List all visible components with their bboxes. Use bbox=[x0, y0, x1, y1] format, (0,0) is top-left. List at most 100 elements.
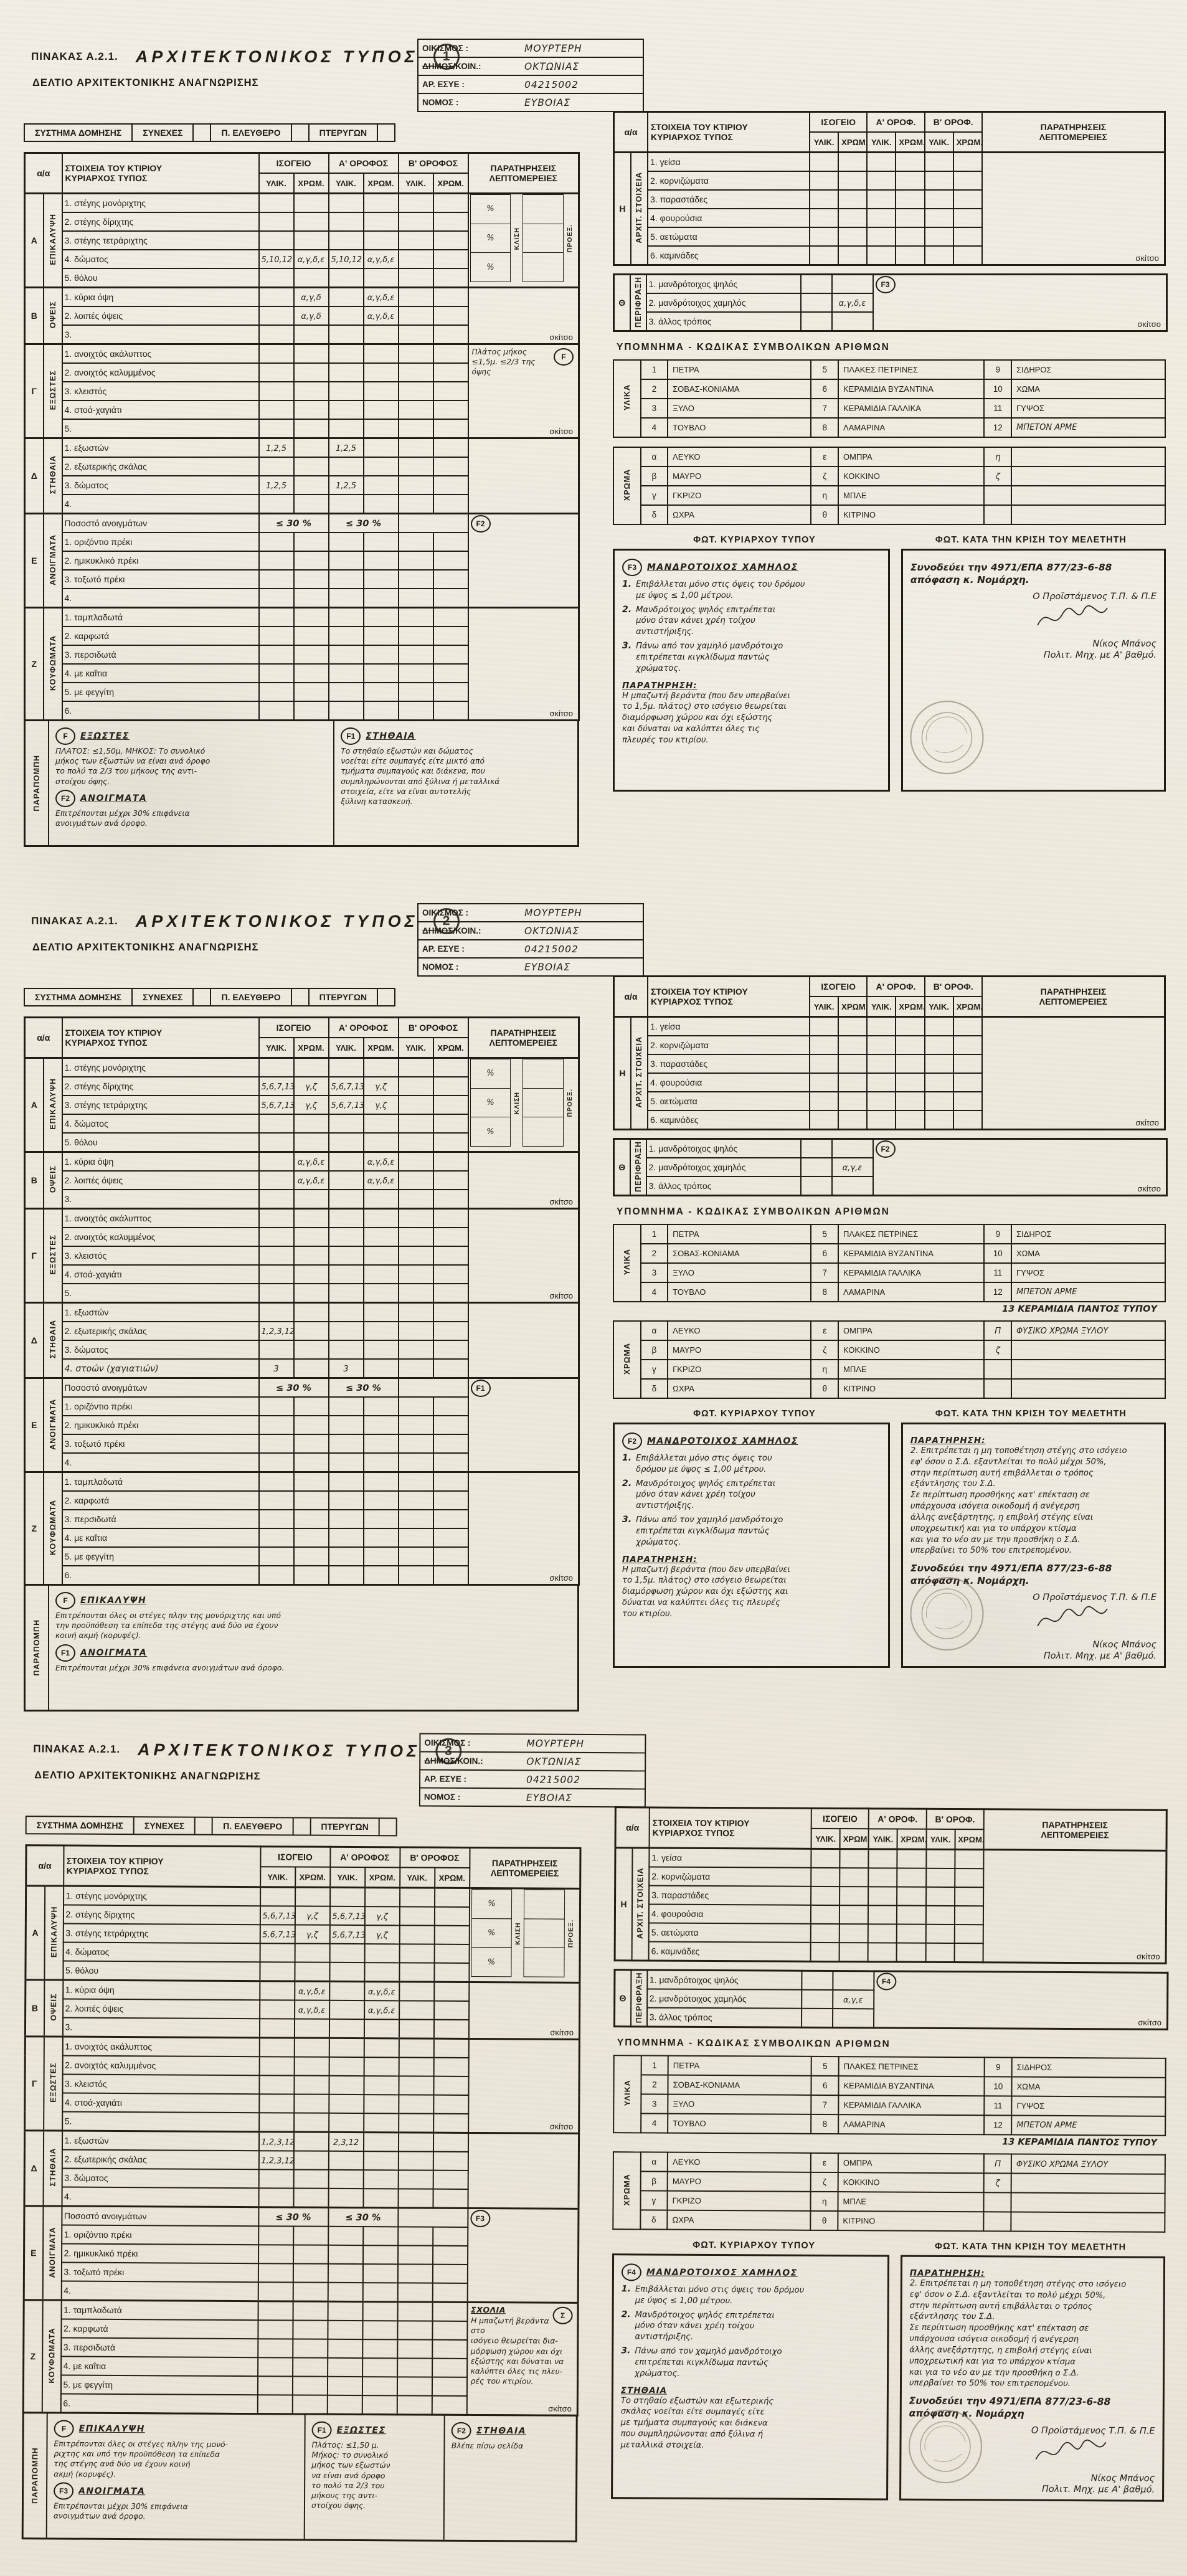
numbered-note: 2. Μανδρότοιχος ψηλός επιτρέπεται μόνο ότα… bbox=[622, 605, 881, 638]
percent-mark: % bbox=[486, 234, 494, 243]
value-cell bbox=[362, 2227, 398, 2246]
row-label: 1. μανδρότοιχος ψηλός bbox=[646, 1969, 802, 1990]
group-key: Θ bbox=[614, 1969, 631, 2027]
row-label: 5. θόλου bbox=[61, 1132, 260, 1153]
row-label-text: 4. με καΐτια bbox=[64, 668, 108, 678]
row-label: 4. bbox=[61, 2281, 258, 2301]
value-cell bbox=[432, 494, 469, 514]
observations-cell: σκίτσο bbox=[467, 1471, 580, 1586]
value-cell bbox=[952, 1016, 983, 1036]
value-cell bbox=[432, 1151, 469, 1172]
note-lines: Πάνω από τον χαμηλό μανδρότοιχο επιτρέπετ… bbox=[636, 1515, 783, 1548]
note-line: Μανδρότοιχος ψηλός επιτρέπεται bbox=[636, 1479, 776, 1489]
observations-cell: σκίτσο bbox=[467, 1151, 580, 1210]
value-cell bbox=[952, 208, 983, 228]
value-cell bbox=[432, 230, 469, 250]
cell-value: γ,ζ bbox=[305, 1082, 317, 1092]
floor-header: ΙΣΟΓΕΙΟ bbox=[811, 1808, 869, 1829]
info-label-struck: ΔΗΜΟΣ bbox=[422, 926, 453, 935]
color-extra-code: Π bbox=[983, 1320, 1013, 1341]
note-line: αντιστήριξης. bbox=[636, 627, 694, 637]
note-lines: Επιβάλλεται μόνο στις όψεις του δρόμου με… bbox=[636, 579, 805, 602]
value-cell bbox=[258, 1227, 295, 1247]
value-cell bbox=[258, 626, 295, 646]
info-label-struck: ΔΗΜΟΣ bbox=[424, 1756, 455, 1766]
photo-titles-row: ΦΩΤ. ΚΥΡΙΑΡΧΟΥ ΤΥΠΟΥ ΦΩΤ. ΚΑΤΑ ΤΗΝ ΚΡΙΣΗ … bbox=[613, 1409, 1166, 1419]
photo-left-box: F3 ΜΑΝΔΡΟΤΟΙΧΟΣ ΧΑΜΗΛΟΣ 1. Επιβάλλεται μόνο… bbox=[613, 549, 890, 792]
percent-value: ≤ 30 % bbox=[276, 518, 311, 529]
sketch-label: σκίτσο bbox=[549, 2121, 574, 2131]
note-line: επιτρέπεται κιγκλίδωμα παντώς bbox=[635, 2357, 768, 2368]
reference-cell: F1 ΣΤΗΘΑΙΑ Το στηθαίο εξωστών και δώματος ν… bbox=[334, 721, 577, 845]
table-row: Ε ΑΝΟΙΓΜΑΤΑ Ποσοστό ανοιγμάτων ≤ 30 % ≤ 30 %… bbox=[24, 1377, 580, 1473]
value-cell bbox=[362, 551, 399, 571]
value-cell bbox=[800, 311, 833, 332]
colors-legend-table: ΧΡΩΜΑ α ΛΕΥΚΟ ε ΟΜΠΡΑ Π ΦΥΣΙΚΟ ΧΡΩΜΑ ΞΥΛΟΥ β ΜΑΥ… bbox=[612, 2151, 1166, 2233]
signatory-title: Πολιτ. Μηχ. με Α' βαθμό. bbox=[1043, 1651, 1156, 1662]
value-cell bbox=[952, 227, 983, 247]
info-row: ΟΙΚΙΣΜΟΣ : ΜΟΥΡΤΕΡΗ bbox=[419, 40, 643, 58]
value-cell bbox=[362, 2321, 398, 2340]
material-subheader: ΥΛΙΚ. bbox=[926, 1829, 955, 1850]
value-cell bbox=[362, 1565, 399, 1586]
value-cell bbox=[362, 1246, 399, 1266]
value-cell bbox=[362, 1528, 399, 1548]
cell-value: 1,2,3,12 bbox=[261, 2137, 294, 2147]
value-cell bbox=[432, 645, 469, 665]
value-cell bbox=[800, 1157, 833, 1177]
color-subheader: ΧΡΩΜ. bbox=[434, 1867, 470, 1888]
color-extra-name bbox=[1011, 2212, 1165, 2232]
mandrotichos-title: ΜΑΝΔΡΟΤΟΙΧΟΣ ΧΑΜΗΛΟΣ bbox=[647, 562, 798, 572]
value-cell: α,γ,ε bbox=[831, 1157, 874, 1177]
value-cell bbox=[397, 475, 434, 495]
row-label: 4. δώματος bbox=[63, 1942, 260, 1963]
value-cell bbox=[397, 324, 434, 345]
cell-value: α,γ,δ bbox=[301, 293, 321, 303]
value-cell bbox=[362, 1434, 399, 1454]
value-cell bbox=[925, 1887, 955, 1906]
form-subtitle: ΔΕΛΤΙΟ ΑΡΧΙΤΕΚΤΟΝΙΚΗΣ ΑΝΑΓΝΩΡΙΣΗΣ bbox=[32, 942, 259, 953]
cell-value: γ,ζ bbox=[375, 1082, 387, 1092]
table-row: 3. άλλος τρόπος bbox=[614, 1176, 1167, 1196]
value-cell bbox=[293, 1434, 329, 1454]
value-cell bbox=[432, 1321, 469, 1341]
reference-note-line: Βλέπε πίσω σελίδα bbox=[451, 2441, 524, 2451]
value-cell bbox=[293, 1114, 329, 1134]
info-value: ΟΚΤΩΝΙΑΣ bbox=[524, 60, 580, 72]
value-cell bbox=[896, 1943, 926, 1963]
photo-left-extra-title: ΠΑΡΑΤΗΡΗΣΗ: bbox=[622, 1554, 698, 1565]
reference-badge: F bbox=[55, 1592, 75, 1609]
mandrotichos-title: ΜΑΝΔΡΟΤΟΙΧΟΣ ΧΑΜΗΛΟΣ bbox=[647, 1436, 798, 1446]
value-cell bbox=[328, 2169, 364, 2189]
value-cell bbox=[432, 249, 469, 269]
observations-cell: %%% ΚΛΙΣΗ ΠΡΟΕΞ. bbox=[467, 192, 580, 288]
value-cell bbox=[399, 1906, 435, 1926]
observation-line: υπάρχουσα ισόγεια οικοδομή ή ανέγερση bbox=[909, 2334, 1079, 2345]
row-label: 1. ταμπλαδωτά bbox=[61, 607, 260, 627]
material-code: 7 bbox=[810, 1262, 839, 1283]
color-subheader: ΧΡΩΜ. bbox=[838, 996, 868, 1018]
row-label: 1. εξωστών bbox=[61, 1302, 260, 1322]
value-cell bbox=[258, 532, 295, 552]
value-cell bbox=[293, 626, 329, 646]
row-label: 2. ανοιχτός καλυμμένος bbox=[61, 1227, 260, 1247]
references-row: ΠΑΡΑΠΟΜΠΗ F ΕΞΩΣΤΕΣ ΠΛΑΤΟΣ: ≤1,50μ, ΜΗΚΟΣ: … bbox=[24, 719, 579, 847]
table-row: 2. μανδρότοιχος χαμηλός α,γ,ε bbox=[614, 1157, 1167, 1177]
value-cell bbox=[293, 1057, 329, 1077]
table-row: 5. bbox=[25, 1283, 579, 1304]
value-cell bbox=[328, 1490, 364, 1510]
row-label: 3. άλλος τρόπος bbox=[645, 1176, 802, 1196]
group-label: ΟΨΕΙΣ bbox=[42, 286, 63, 345]
header-line2: ΚΥΡΙΑΡΧΟΣ ΤΥΠΟΣ bbox=[66, 1865, 149, 1877]
value-cell bbox=[952, 245, 983, 266]
sketch-label: σκίτσο bbox=[1136, 1951, 1160, 1961]
color-name: ΓΚΡΙΖΟ bbox=[667, 485, 812, 506]
value-cell bbox=[328, 212, 364, 232]
value-cell bbox=[866, 1073, 897, 1092]
table-subheader-row: ΥΛΙΚ. ΧΡΩΜ. ΥΛΙΚ. ΧΡΩΜ. ΥΛΙΚ. ΧΡΩΜ. bbox=[25, 1037, 579, 1059]
proex-box-column bbox=[523, 1059, 564, 1147]
observations-line2: ΛΕΠΤΟΜΕΡΕΙΕΣ bbox=[1041, 1829, 1109, 1840]
observation-line: στην περίπτωση αυτή επιβάλλεται ο τρόπος bbox=[910, 1468, 1094, 1478]
row-label-text: 1. μανδρότοιχος ψηλός bbox=[649, 1974, 739, 1986]
value-cell bbox=[809, 1073, 839, 1092]
